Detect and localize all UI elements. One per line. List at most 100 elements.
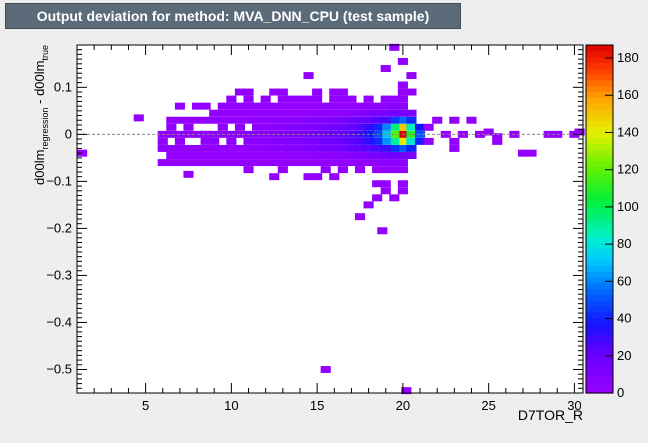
heatmap-cell (320, 366, 331, 373)
heatmap-cell (200, 130, 211, 138)
heatmap-cell (234, 159, 246, 167)
x-tick-label: 25 (481, 398, 495, 413)
heatmap-cell (346, 137, 357, 145)
heatmap-cell (354, 109, 366, 117)
heatmap-cell (406, 130, 417, 138)
heatmap-cell (277, 88, 288, 96)
heatmap-cell (183, 123, 194, 131)
heatmap-cell (397, 88, 408, 96)
color-scale-band (586, 329, 613, 336)
heatmap-cell (380, 123, 391, 131)
heatmap-cell (252, 102, 263, 110)
heatmap-cell (363, 116, 374, 124)
y-tick-label: 0.1 (54, 79, 72, 94)
heatmap-cell (337, 102, 348, 110)
heatmap-cell (277, 109, 288, 117)
heatmap-cell (157, 144, 168, 152)
heatmap-cell (320, 116, 331, 124)
heatmap-cell (226, 116, 237, 124)
heatmap-cell (217, 152, 228, 159)
color-scale-band (586, 259, 613, 266)
heatmap-cell (406, 123, 417, 131)
y-tick-label: −0.3 (46, 267, 72, 282)
heatmap-cell (354, 123, 366, 131)
color-scale-band (586, 201, 613, 208)
heatmap-cell (397, 81, 408, 89)
heatmap-cell (157, 137, 168, 145)
heatmap-cell (234, 123, 246, 131)
heatmap-cell (397, 109, 408, 117)
heatmap-cell (320, 123, 331, 131)
heatmap-cell (329, 109, 340, 117)
heatmap-cell (269, 159, 280, 167)
color-scale-band (586, 132, 613, 139)
heatmap-cell (226, 95, 237, 103)
heatmap-cell (226, 109, 237, 117)
color-scale-band (586, 381, 613, 388)
heatmap-cell (243, 144, 254, 152)
heatmap-cell (312, 137, 323, 145)
heatmap-cell (269, 144, 280, 152)
color-scale-band (586, 265, 613, 272)
heatmap-cell (234, 116, 246, 124)
heatmap-cell (329, 159, 340, 167)
color-scale-band (586, 97, 613, 104)
heatmap-cell (372, 102, 383, 110)
heatmap-cell (166, 144, 177, 152)
heatmap-cell (243, 116, 254, 124)
heatmap-cell (269, 152, 280, 159)
heatmap-cell (346, 159, 357, 167)
x-axis: 5 10 15 20 25 30 (76, 45, 582, 413)
y-tick-label: −0.2 (46, 220, 72, 235)
heatmap-cell (329, 116, 340, 124)
heatmap-cell (354, 159, 366, 167)
heatmap-cell (303, 144, 314, 152)
heatmap-cell (217, 109, 228, 117)
heatmap-cell (363, 137, 374, 145)
color-scale-band (586, 91, 613, 98)
heatmap-cell (346, 95, 357, 103)
heatmap-cell (423, 137, 434, 145)
heatmap-cell (380, 130, 391, 138)
heatmap-cell (389, 194, 400, 202)
heatmap-cell (363, 109, 374, 117)
heatmap-cell (329, 144, 340, 152)
color-scale-band (586, 282, 613, 290)
heatmap-cell (217, 102, 228, 110)
heatmap-cell (294, 116, 306, 124)
heatmap-cell (329, 152, 340, 159)
x-tick-label: 15 (310, 398, 324, 413)
heatmap-cell (183, 170, 194, 178)
heatmap-cell (346, 116, 357, 124)
heatmap-cell (277, 123, 288, 131)
heatmap-cell (252, 116, 263, 124)
color-scale-band (586, 103, 613, 110)
heatmap-cell (260, 152, 271, 159)
heatmap-cell (252, 144, 263, 152)
heatmap-cell (389, 159, 400, 167)
y-axis-label: d00lmregression - d00lmtrue (32, 45, 50, 185)
heatmap-cell (243, 159, 254, 167)
heatmap-cell (286, 109, 297, 117)
heatmap-cell (363, 123, 374, 131)
heatmap-cell (312, 88, 323, 96)
heatmap-cell (389, 123, 400, 131)
color-scale-band (586, 172, 613, 179)
heatmap-cell (320, 159, 331, 167)
color-scale-band (586, 161, 613, 168)
heatmap-cell (294, 109, 306, 117)
heatmap-cell (286, 144, 297, 152)
heatmap-cell (406, 152, 417, 159)
heatmap-cell (380, 137, 391, 145)
heatmap-cell (372, 109, 383, 117)
heatmap-cell (372, 166, 383, 174)
heatmap-cell (329, 88, 340, 96)
heatmap-cell (277, 166, 288, 174)
heatmap-cell (252, 152, 263, 159)
color-scale-band (586, 230, 613, 237)
y-tick-label: −0.1 (46, 173, 72, 188)
heatmap-cell (192, 152, 203, 159)
heatmap-cell (260, 123, 271, 131)
color-scale-band (586, 79, 613, 87)
z-tick-label: 140 (617, 124, 639, 139)
